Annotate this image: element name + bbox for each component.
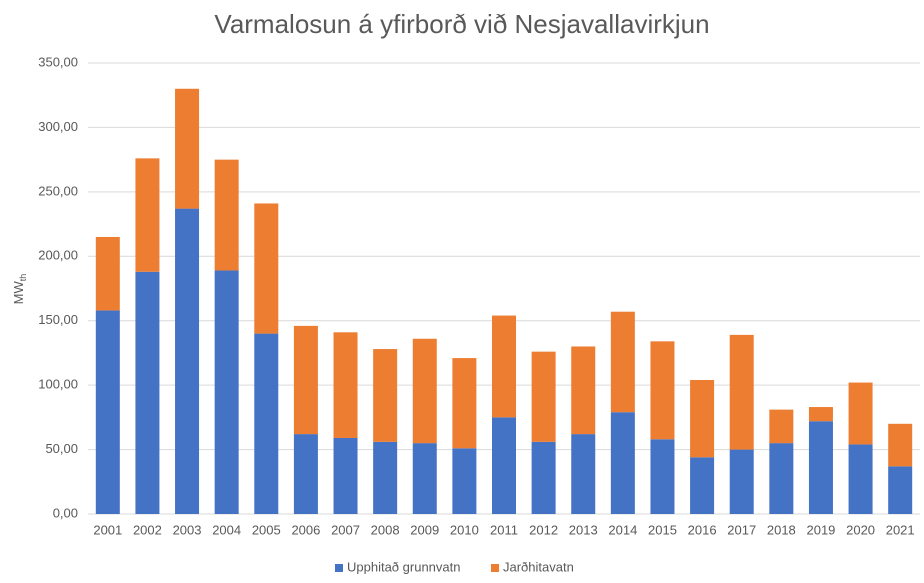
x-tick-label: 2019 <box>806 522 835 537</box>
bar-segment <box>293 434 318 514</box>
bar-segment <box>452 448 477 514</box>
bar-segment <box>135 158 160 272</box>
bar-segment <box>452 358 477 449</box>
x-tick-label: 2015 <box>648 522 677 537</box>
x-tick-label: 2021 <box>886 522 915 537</box>
y-tick-label: 100,00 <box>38 377 78 392</box>
bar-segment <box>808 407 833 422</box>
bar-segment <box>729 449 754 514</box>
bar-segment <box>729 334 754 450</box>
x-tick-label: 2014 <box>608 522 637 537</box>
x-tick-label: 2005 <box>252 522 281 537</box>
y-axis-label: MWth <box>11 274 28 305</box>
chart-title: Varmalosun á yfirborð við Nesjavallavirk… <box>214 9 709 39</box>
legend-swatch <box>335 564 343 572</box>
x-tick-label: 2009 <box>410 522 439 537</box>
bar-segment <box>333 332 358 438</box>
x-tick-label: 2006 <box>291 522 320 537</box>
bar-segment <box>373 349 398 442</box>
bar-segment <box>95 236 120 311</box>
bar-segment <box>175 208 200 514</box>
bar-segment <box>571 434 596 514</box>
bar-segment <box>848 444 873 514</box>
x-tick-label: 2003 <box>173 522 202 537</box>
bar-segment <box>373 441 398 514</box>
x-tick-label: 2010 <box>450 522 479 537</box>
bar-segment <box>175 88 200 209</box>
y-tick-label: 300,00 <box>38 119 78 134</box>
bar-segment <box>690 457 715 514</box>
bar-segment <box>531 441 556 514</box>
bar-segment <box>135 271 160 514</box>
bar-segment <box>571 346 596 435</box>
legend-label: Upphitað grunnvatn <box>347 559 460 574</box>
y-axis-label-sub: th <box>18 274 28 282</box>
bar-segment <box>214 270 239 514</box>
x-tick-label: 2017 <box>727 522 756 537</box>
y-tick-label: 150,00 <box>38 312 78 327</box>
y-tick-label: 250,00 <box>38 183 78 198</box>
x-tick-label: 2011 <box>490 522 518 537</box>
bar-segment <box>848 382 873 445</box>
bar-segment <box>492 417 516 514</box>
y-axis-label-main: MW <box>11 280 26 304</box>
bar-segment <box>769 443 794 514</box>
bar-segment <box>293 325 318 435</box>
x-tick-label: 2018 <box>767 522 796 537</box>
bar-segment <box>610 311 635 413</box>
bar-segment <box>610 412 635 514</box>
bar-segment <box>650 341 675 440</box>
legend-label: Jarðhitavatn <box>503 559 574 574</box>
x-tick-label: 2001 <box>93 522 122 537</box>
y-tick-label: 200,00 <box>38 248 78 263</box>
x-tick-label: 2020 <box>846 522 875 537</box>
bar-segment <box>808 421 833 514</box>
x-tick-label: 2002 <box>133 522 162 537</box>
bar-segment <box>254 333 279 514</box>
y-tick-label: 0,00 <box>53 505 78 520</box>
x-tick-label: 2007 <box>331 522 360 537</box>
bar-segment <box>888 466 913 514</box>
bar-segment <box>214 159 239 271</box>
bar-segment <box>412 443 437 514</box>
bar-segment <box>690 379 715 458</box>
bar-segment <box>254 203 279 334</box>
bar-segment <box>95 310 120 514</box>
bar-segment <box>333 437 358 514</box>
bar-segment <box>492 315 516 418</box>
y-tick-label: 50,00 <box>45 441 78 456</box>
bar-segment <box>888 423 913 467</box>
x-tick-label: 2012 <box>529 522 558 537</box>
legend-swatch <box>491 564 499 572</box>
bar-segment <box>769 409 794 444</box>
bar-segment <box>412 338 437 444</box>
x-tick-label: 2016 <box>688 522 717 537</box>
bar-segment <box>531 351 556 442</box>
y-tick-label: 350,00 <box>38 54 78 69</box>
x-tick-label: 2008 <box>371 522 400 537</box>
x-tick-label: 2013 <box>569 522 598 537</box>
bar-segment <box>650 439 675 514</box>
x-tick-label: 2004 <box>212 522 241 537</box>
